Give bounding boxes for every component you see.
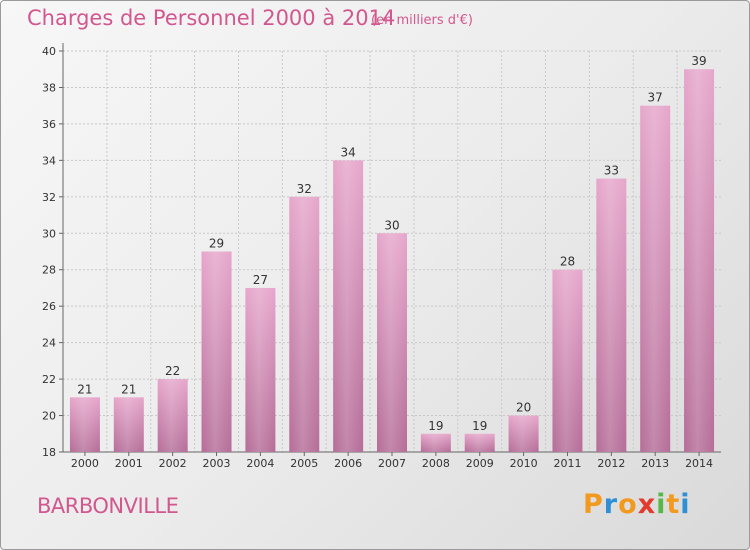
x-tick-label: 2003 — [203, 457, 231, 470]
commune-name: BARBONVILLE — [37, 494, 179, 518]
chart-title: Charges de Personnel 2000 à 2014 — [27, 6, 396, 30]
x-tick-label: 2001 — [115, 457, 143, 470]
brand-logo-letter: t — [666, 489, 681, 520]
bar-highlight — [684, 69, 715, 453]
x-tick-label: 2014 — [685, 457, 713, 470]
x-tick-label: 2007 — [378, 457, 406, 470]
y-tick-label: 28 — [42, 264, 56, 277]
y-tick-label: 38 — [42, 81, 56, 94]
y-tick-label: 36 — [42, 118, 56, 131]
brand-logo-letter: o — [618, 489, 638, 520]
bar-highlight — [508, 415, 539, 452]
data-label: 39 — [691, 54, 706, 68]
x-tick-label: 2012 — [597, 457, 625, 470]
x-tick-label: 2004 — [246, 457, 274, 470]
data-label: 21 — [121, 382, 136, 396]
data-label: 19 — [472, 419, 487, 433]
data-label: 19 — [428, 419, 443, 433]
x-tick-label: 2010 — [510, 457, 538, 470]
data-label: 29 — [209, 237, 224, 251]
bar-highlight — [157, 379, 188, 452]
data-label: 20 — [516, 401, 531, 415]
data-label: 28 — [560, 255, 575, 269]
data-label: 37 — [648, 91, 663, 105]
y-tick-label: 32 — [42, 191, 56, 204]
brand-logo-letter: i — [680, 489, 691, 520]
y-tick-label: 20 — [42, 410, 56, 423]
y-tick-label: 18 — [42, 446, 56, 459]
brand-logo-letter: x — [637, 489, 657, 520]
x-tick-label: 2011 — [553, 457, 581, 470]
data-label: 27 — [253, 273, 268, 287]
brand-logo: Proxiti — [583, 489, 691, 520]
y-tick-label: 40 — [42, 45, 56, 58]
chart-subtitle: (en milliers d'€) — [371, 13, 473, 28]
x-tick-label: 2002 — [159, 457, 187, 470]
y-tick-label: 24 — [42, 337, 56, 350]
bar-highlight — [69, 397, 100, 452]
bar-highlight — [640, 105, 671, 452]
bar-highlight — [464, 433, 495, 452]
bar-highlight — [420, 433, 451, 452]
bar-highlight — [113, 397, 144, 452]
bar-highlight — [289, 196, 320, 452]
data-label: 34 — [340, 145, 355, 159]
y-tick-label: 26 — [42, 300, 56, 313]
y-tick-label: 22 — [42, 373, 56, 386]
bar-highlight — [201, 251, 232, 452]
bar-highlight — [377, 233, 407, 452]
brand-logo-letter: i — [656, 489, 667, 520]
bar-highlight — [552, 269, 583, 452]
data-label: 22 — [165, 364, 180, 378]
bar-highlight — [333, 160, 364, 452]
data-label: 32 — [297, 182, 312, 196]
y-tick-label: 34 — [42, 154, 56, 167]
y-tick-label: 30 — [42, 227, 56, 240]
x-tick-label: 2006 — [334, 457, 362, 470]
data-label: 30 — [384, 218, 399, 232]
data-label: 33 — [604, 164, 619, 178]
brand-logo-letter: P — [583, 489, 604, 520]
bar-highlight — [596, 178, 627, 452]
x-tick-label: 2005 — [290, 457, 318, 470]
x-tick-label: 2013 — [641, 457, 669, 470]
brand-logo-letter: r — [603, 489, 619, 520]
x-tick-label: 2000 — [71, 457, 99, 470]
data-label: 21 — [77, 382, 92, 396]
x-tick-label: 2008 — [422, 457, 450, 470]
bar-highlight — [245, 287, 276, 452]
x-tick-label: 2009 — [466, 457, 494, 470]
